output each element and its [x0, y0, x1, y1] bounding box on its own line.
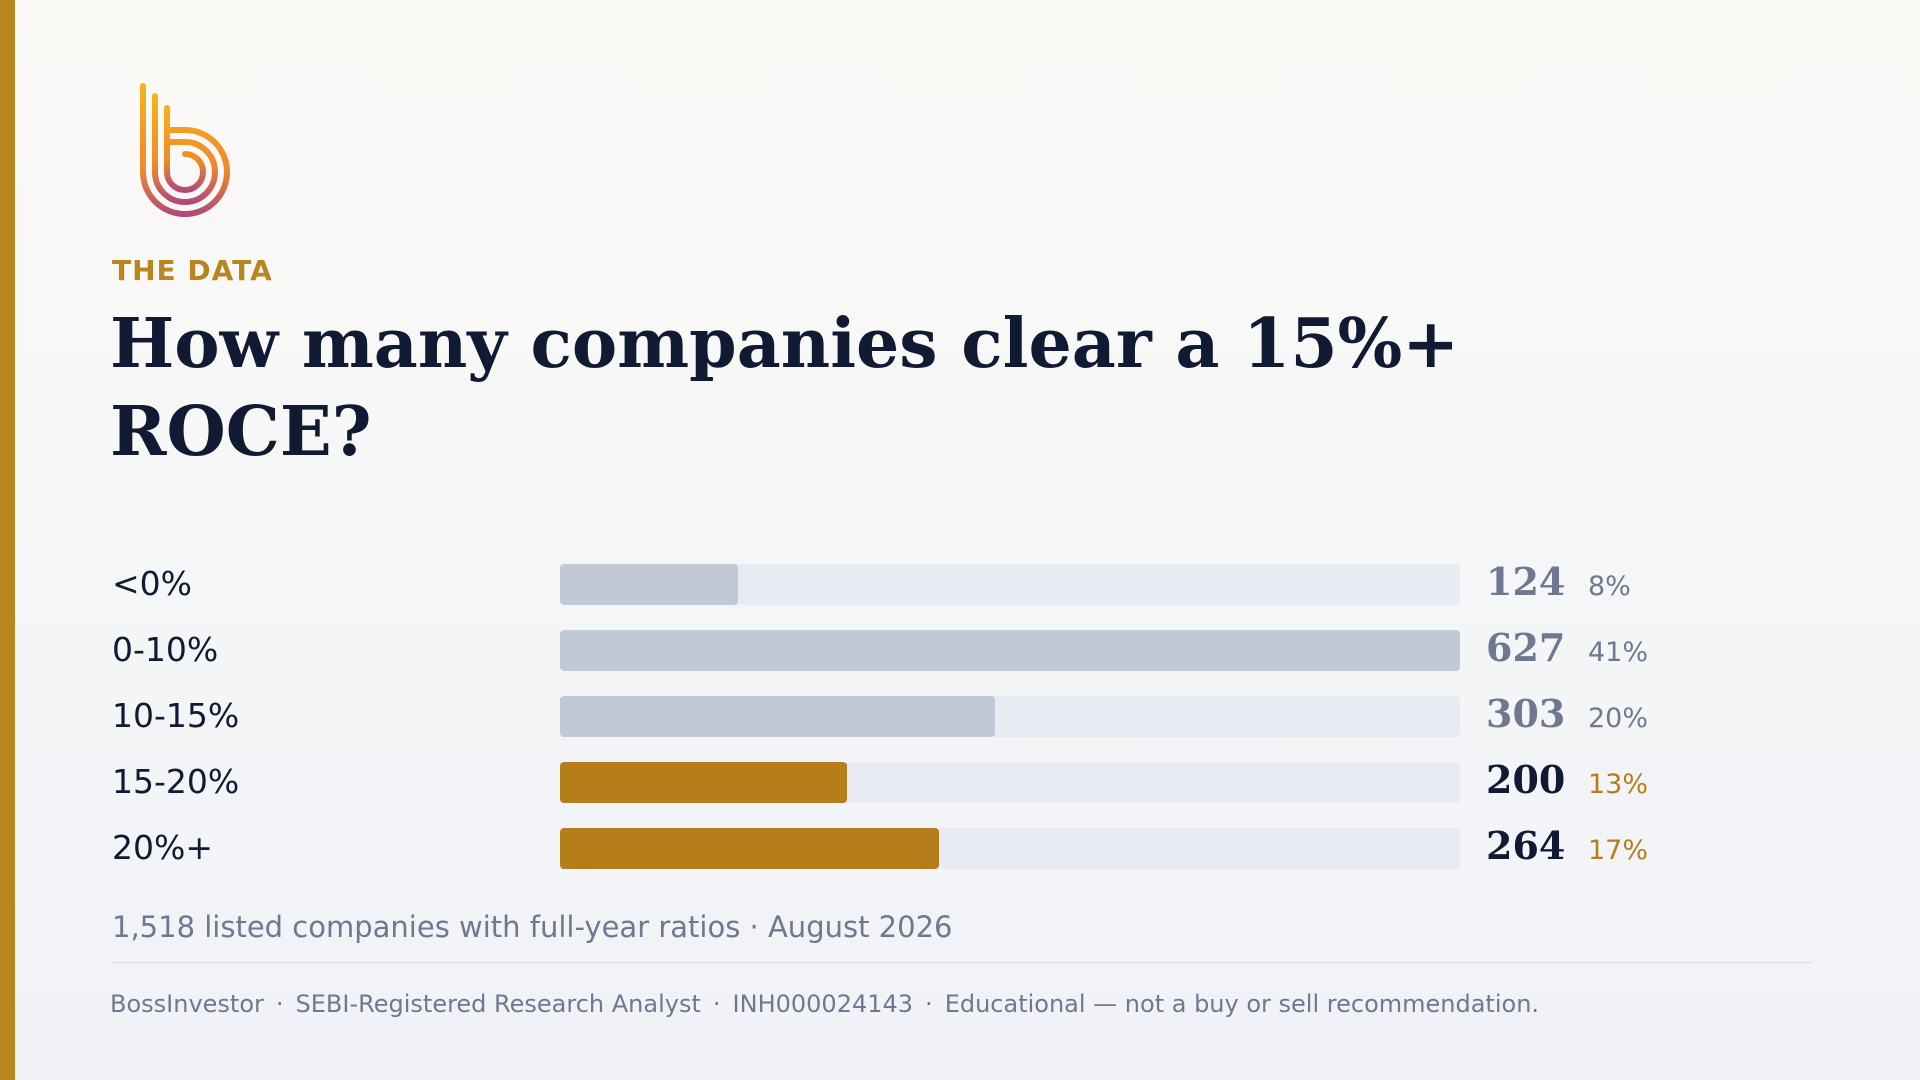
bar [560, 828, 939, 869]
footer-disclaimer-text: Educational — not a buy or sell recommen… [944, 990, 1540, 1018]
percent-label: 8% [1588, 571, 1631, 602]
footer-separator: · [712, 990, 721, 1018]
bar-row: 0-10% 627 41% [0, 625, 1920, 671]
footer-brand: BossInvestor [110, 990, 264, 1018]
category-label: <0% [112, 564, 193, 603]
percent-label: 41% [1588, 637, 1649, 668]
divider [112, 962, 1812, 963]
value-label: 303 [1486, 691, 1566, 736]
percent-label: 17% [1588, 835, 1649, 866]
accent-stripe [0, 0, 15, 1080]
bar [560, 696, 995, 737]
bar-row: 20%+ 264 17% [0, 823, 1920, 869]
bar-track [560, 696, 1460, 737]
bar [560, 762, 848, 803]
value-label: 124 [1486, 559, 1566, 604]
bar-track [560, 762, 1460, 803]
category-label: 20%+ [112, 828, 213, 867]
bar-track [560, 630, 1460, 671]
percent-label: 20% [1588, 703, 1649, 734]
chart-footnote: 1,518 listed companies with full-year ra… [112, 910, 953, 944]
percent-label: 13% [1588, 769, 1649, 800]
footer-registration: SEBI-Registered Research Analyst [295, 990, 701, 1018]
bar-track [560, 828, 1460, 869]
footer-separator: · [275, 990, 284, 1018]
value-label: 264 [1486, 823, 1566, 868]
bar-track [560, 564, 1460, 605]
footer-separator: · [925, 990, 933, 1018]
bar [560, 564, 738, 605]
bar [560, 630, 1460, 671]
category-label: 15-20% [112, 762, 240, 801]
section-eyebrow: THE DATA [112, 254, 273, 287]
footer-disclaimer: BossInvestor · SEBI-Registered Research An… [110, 990, 1539, 1018]
value-label: 627 [1486, 625, 1566, 670]
category-label: 10-15% [112, 696, 240, 735]
brand-logo-icon [140, 83, 230, 217]
bar-chart: <0% 124 8% 0-10% 627 41% 10-15% 303 20% 15-20% 200… [0, 560, 1920, 890]
bar-row: 15-20% 200 13% [0, 757, 1920, 803]
bar-row: 10-15% 303 20% [0, 691, 1920, 737]
value-label: 200 [1486, 757, 1566, 802]
footer-license-number: INH000024143 [732, 990, 914, 1018]
chart-title: How many companies clear a 15%+ ROCE? [110, 304, 1460, 472]
bar-row: <0% 124 8% [0, 559, 1920, 605]
category-label: 0-10% [112, 630, 219, 669]
